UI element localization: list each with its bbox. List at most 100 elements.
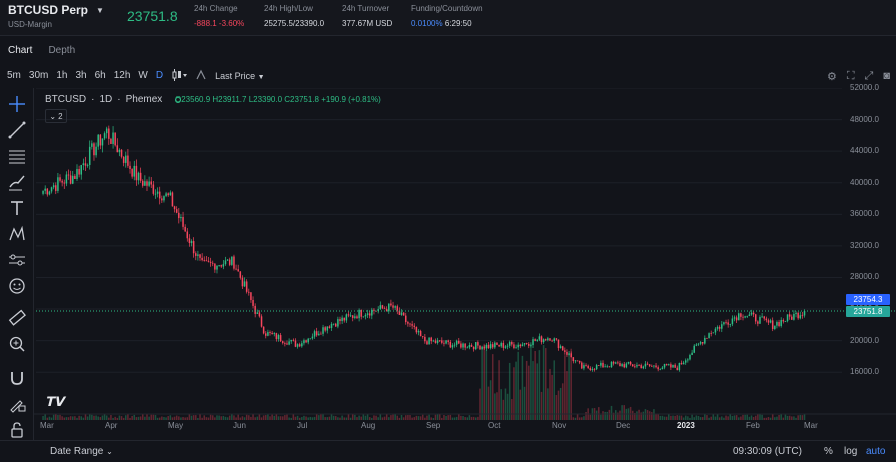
- candle-body: [354, 316, 356, 318]
- date-range-button[interactable]: Date Range ⌄: [50, 446, 113, 457]
- zoom-in-icon[interactable]: [8, 335, 26, 353]
- auto-toggle[interactable]: auto: [866, 446, 886, 457]
- magnet-tool[interactable]: [7, 368, 27, 388]
- log-toggle[interactable]: log: [844, 446, 858, 457]
- candle-body: [269, 332, 271, 333]
- volume-bar: [528, 365, 530, 420]
- volume-bar: [258, 414, 261, 420]
- candle-body: [116, 145, 119, 153]
- volume-bar: [672, 415, 674, 420]
- caret-down-icon[interactable]: ▼: [96, 5, 104, 15]
- candle-body: [152, 184, 155, 194]
- fullscreen-icon[interactable]: ⛶: [846, 69, 855, 82]
- candle-body: [186, 231, 189, 239]
- timeframe-3h[interactable]: 3h: [75, 70, 87, 81]
- volume-bar: [496, 392, 498, 420]
- pencil-lock-icon[interactable]: [8, 395, 26, 413]
- sliders-icon[interactable]: [8, 251, 26, 269]
- expand-icon[interactable]: ⤢: [864, 69, 874, 82]
- candle-body: [82, 163, 85, 166]
- volume-bar: [744, 414, 746, 420]
- symbol-name[interactable]: BTCUSD Perp: [8, 3, 89, 17]
- candlestick-chart[interactable]: [34, 88, 896, 440]
- volume-bar: [182, 417, 184, 420]
- ruler-icon[interactable]: [8, 309, 26, 327]
- pattern-icon[interactable]: [8, 225, 26, 243]
- tab-depth[interactable]: Depth: [48, 45, 76, 56]
- volume-bar: [301, 417, 303, 420]
- horizontal-lines-icon[interactable]: [8, 147, 26, 165]
- brush-icon[interactable]: [8, 173, 26, 191]
- stat-label: Funding/Countdown: [411, 4, 483, 13]
- candle-body: [61, 180, 63, 183]
- candle-body: [267, 332, 269, 336]
- candle-body: [610, 361, 613, 368]
- timeframe-6h[interactable]: 6h: [94, 70, 106, 81]
- candle-body: [50, 187, 53, 192]
- candle-body: [417, 330, 420, 333]
- volume-bar: [135, 417, 138, 420]
- pattern-tool[interactable]: [7, 224, 27, 244]
- camera-icon[interactable]: ◙: [883, 70, 890, 82]
- timeframe-d[interactable]: D: [155, 70, 164, 81]
- candle-body: [171, 192, 174, 207]
- tab-chart[interactable]: Chart: [8, 45, 33, 56]
- candle-body: [674, 364, 676, 368]
- volume-bar: [239, 417, 242, 420]
- candles-icon[interactable]: [171, 68, 188, 81]
- candle-type-icon[interactable]: [167, 68, 191, 84]
- utc-clock[interactable]: 09:30:09 (UTC): [733, 446, 802, 457]
- lock-tool[interactable]: [7, 420, 27, 440]
- trendline-tool[interactable]: [7, 120, 27, 140]
- trendline-icon[interactable]: [8, 121, 26, 139]
- lock-icon[interactable]: [8, 421, 26, 439]
- indicators-icon[interactable]: [191, 69, 211, 84]
- volume-bar: [716, 414, 719, 420]
- price-source-select[interactable]: Last Price ▼: [211, 71, 268, 81]
- caret-down-icon[interactable]: ⌄: [106, 447, 113, 456]
- candle-body: [150, 181, 152, 185]
- magnet-icon[interactable]: [8, 369, 26, 387]
- emoji-tool[interactable]: [7, 276, 27, 296]
- timeframe-5m[interactable]: 5m: [7, 70, 21, 81]
- candle-body: [93, 143, 95, 156]
- draw-lock-tool[interactable]: [7, 394, 27, 414]
- timeframe-30m[interactable]: 30m: [28, 70, 49, 81]
- timeframe-12h[interactable]: 12h: [113, 70, 131, 81]
- smiley-icon[interactable]: [8, 277, 26, 295]
- candle-body: [324, 327, 326, 331]
- collapse-count[interactable]: 2: [58, 111, 63, 121]
- volume-bar: [447, 415, 449, 420]
- volume-bar: [407, 415, 409, 420]
- percent-toggle[interactable]: %: [824, 446, 833, 457]
- horizontal-lines-tool[interactable]: [7, 146, 27, 166]
- volume-bar: [436, 414, 439, 420]
- chevron-down-icon[interactable]: ⌄: [49, 111, 57, 121]
- settings-gear-icon[interactable]: ⚙: [826, 70, 837, 83]
- text-tool[interactable]: [7, 198, 27, 218]
- x-tick-label: May: [168, 421, 184, 430]
- candle-body: [205, 260, 208, 262]
- candle-body: [192, 241, 195, 254]
- caret-down-icon[interactable]: ▼: [257, 74, 265, 81]
- zoom-tool[interactable]: [7, 334, 27, 354]
- timeframe-1h[interactable]: 1h: [56, 70, 68, 81]
- measure-lines-tool[interactable]: [7, 250, 27, 270]
- volume-bar: [504, 388, 507, 420]
- candle-body: [135, 165, 138, 181]
- tradingview-logo-icon[interactable]: 𝗧𝗩: [45, 394, 64, 409]
- ruler-tool[interactable]: [7, 308, 27, 328]
- candle-body: [631, 364, 634, 367]
- indicator-fx-icon[interactable]: [195, 69, 207, 81]
- volume-bar: [474, 417, 477, 420]
- crosshair-tool[interactable]: [7, 94, 27, 114]
- timeframe-w[interactable]: W: [138, 70, 148, 81]
- crosshair-icon[interactable]: [8, 95, 26, 113]
- last-price: 23751.8: [127, 8, 178, 24]
- price-source-label[interactable]: Last Price: [215, 71, 256, 81]
- brush-tool[interactable]: [7, 172, 27, 192]
- text-icon[interactable]: [8, 199, 26, 217]
- indicator-collapse-button[interactable]: ⌄ 2: [45, 109, 67, 123]
- date-range-label[interactable]: Date Range: [50, 446, 104, 457]
- symbol-selector[interactable]: BTCUSD Perp ▼: [8, 3, 104, 17]
